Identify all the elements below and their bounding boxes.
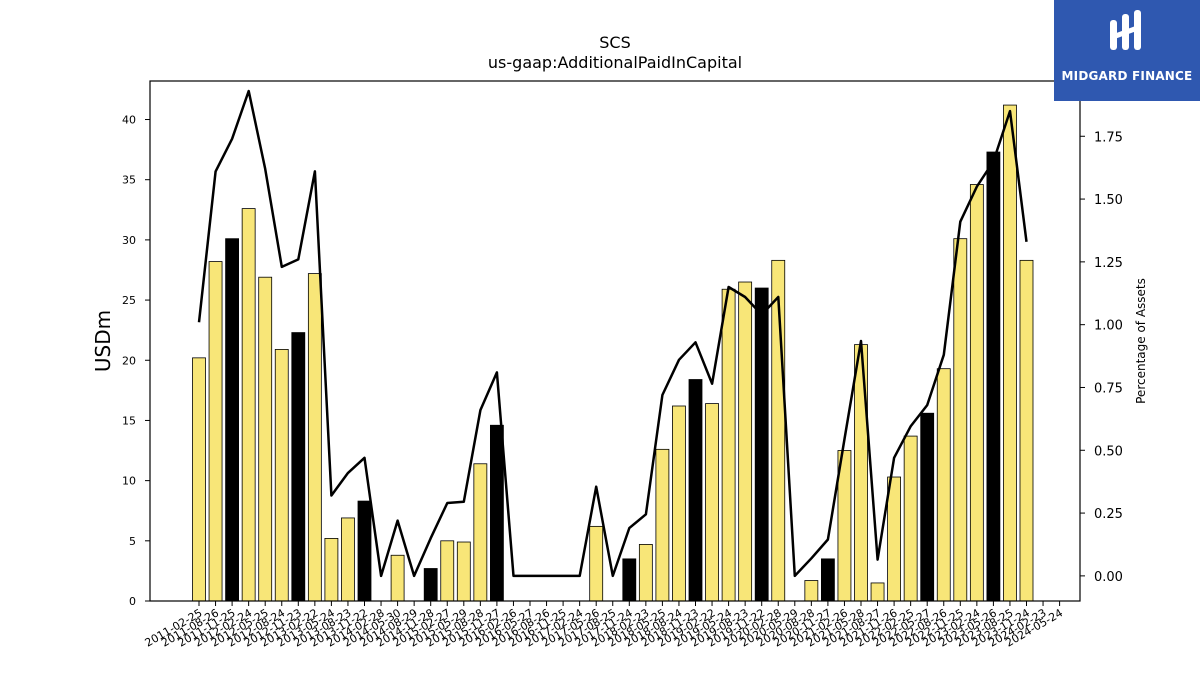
logo-text: MIDGARD FINANCE	[1061, 69, 1193, 83]
bar	[258, 276, 273, 602]
bar	[473, 463, 488, 602]
bar	[456, 541, 471, 602]
bar	[589, 525, 604, 602]
y2-tick-label: 0.00	[1094, 570, 1123, 585]
bar	[920, 412, 935, 602]
bar	[721, 288, 736, 602]
midgard-finance-logo: MIDGARD FINANCE	[1054, 0, 1200, 101]
chart-title: SCS	[599, 33, 630, 52]
y2-tick-label: 1.75	[1094, 130, 1123, 145]
bar	[821, 558, 835, 602]
y-tick-label: 5	[129, 535, 136, 548]
bar	[357, 500, 372, 602]
y-tick-label: 10	[122, 475, 136, 488]
bar	[241, 208, 256, 602]
bar	[804, 580, 819, 602]
bar	[489, 424, 504, 602]
bar	[390, 554, 405, 602]
left-axis: 0 5 10 15 20 25 30 35 40	[122, 114, 150, 608]
bar	[1003, 104, 1017, 602]
bar	[423, 568, 438, 602]
y2-tick-label: 0.75	[1094, 381, 1123, 396]
bar	[738, 281, 753, 602]
bar	[1019, 259, 1034, 602]
y-tick-label: 20	[122, 354, 136, 367]
percentage-line	[197, 89, 1028, 578]
bar	[672, 405, 686, 602]
y-tick-label: 40	[122, 114, 136, 127]
bar	[854, 344, 868, 602]
bar	[903, 435, 918, 602]
bar	[953, 238, 968, 602]
bar	[291, 332, 306, 602]
bar	[622, 558, 637, 602]
bar	[969, 184, 984, 602]
y2-tick-label: 0.25	[1094, 507, 1123, 522]
bar	[440, 540, 455, 602]
bar	[208, 261, 223, 602]
y2-tick-label: 1.25	[1094, 256, 1123, 271]
y-tick-label: 15	[122, 414, 136, 427]
logo-mark-icon	[1110, 10, 1142, 50]
bar	[705, 403, 719, 602]
right-axis: 0.00 0.25 0.50 0.75 1.00 1.25 1.50 1.75	[1080, 130, 1123, 585]
y2-axis-label: Percentage of Assets	[1134, 278, 1148, 404]
bar	[870, 582, 885, 602]
plot-frame	[149, 80, 1081, 602]
y-tick-label: 0	[129, 595, 136, 608]
y2-tick-label: 0.50	[1094, 444, 1123, 459]
bar	[324, 538, 339, 602]
bar	[192, 357, 206, 602]
bar	[638, 544, 653, 602]
y2-tick-label: 1.50	[1094, 193, 1123, 208]
bar	[274, 349, 289, 602]
bar	[986, 151, 1001, 602]
y-tick-label: 30	[122, 234, 136, 247]
bar	[887, 476, 901, 602]
bar	[688, 379, 703, 602]
y-tick-label: 35	[122, 174, 136, 187]
bar-group	[192, 104, 1034, 602]
chart-subtitle: us-gaap:AdditionalPaidInCapital	[488, 53, 742, 72]
x-axis: 2011-02-252011-08-262011-11-252012-02-24…	[143, 601, 1065, 650]
bar	[225, 238, 240, 602]
bar	[754, 287, 769, 602]
bar	[936, 368, 951, 602]
bar	[341, 517, 355, 602]
y-tick-label: 25	[122, 294, 136, 307]
y-axis-label: USDm	[91, 310, 115, 372]
y2-tick-label: 1.00	[1094, 319, 1123, 334]
bar	[655, 448, 670, 602]
bar	[307, 273, 322, 602]
